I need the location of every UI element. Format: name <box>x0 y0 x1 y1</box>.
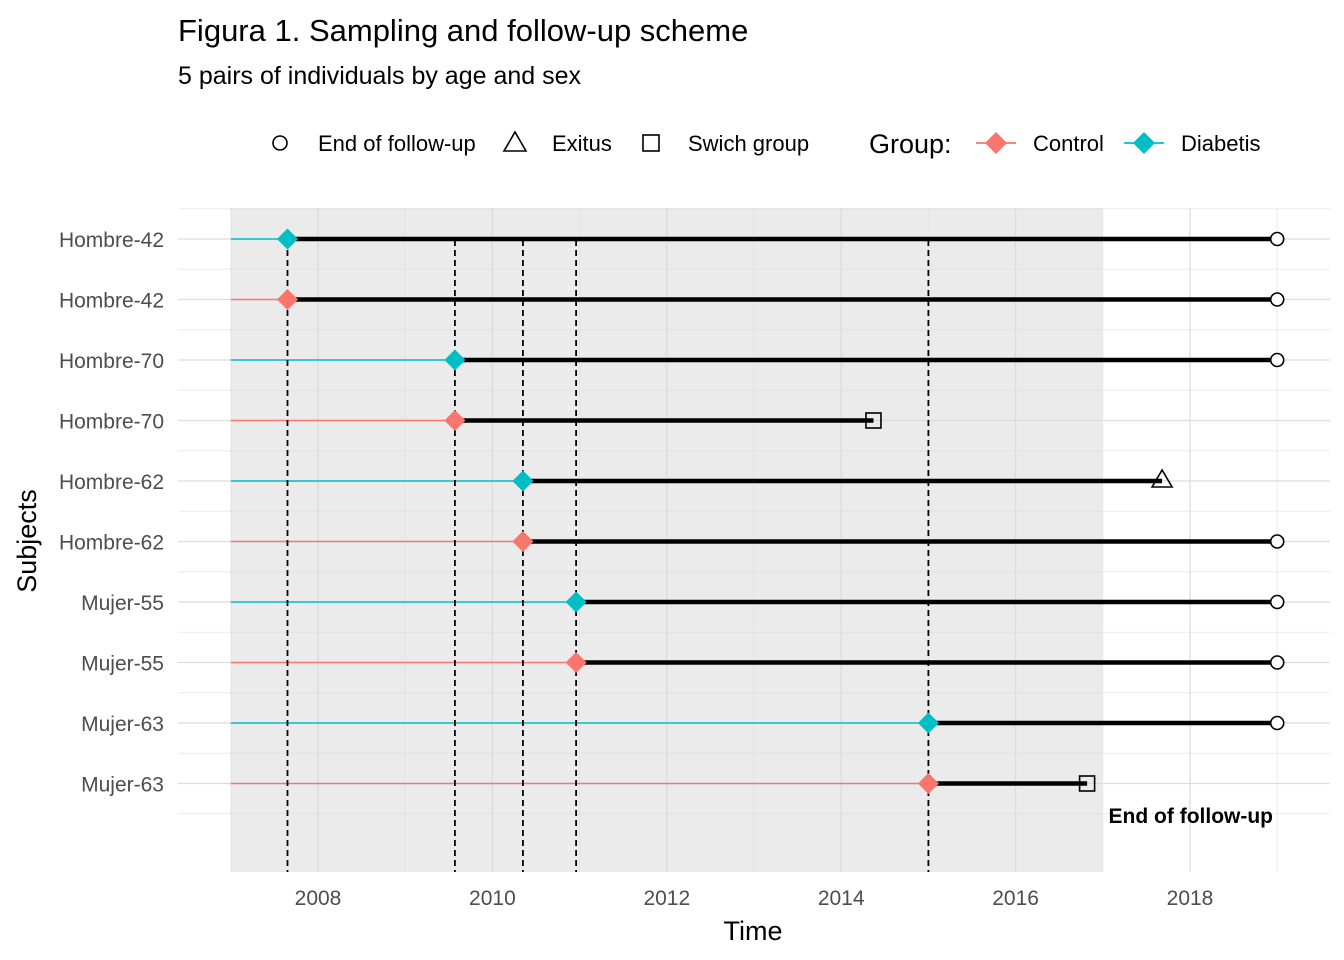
y-tick-label: Hombre-42 <box>59 229 164 252</box>
legend-group-title: Group: <box>869 129 952 159</box>
chart-subtitle: 5 pairs of individuals by age and sex <box>178 62 582 90</box>
chart-title: Figura 1. Sampling and follow-up scheme <box>178 13 748 48</box>
enroll-point <box>565 652 587 673</box>
x-tick-label: 2016 <box>992 887 1039 910</box>
enroll-point <box>512 470 534 492</box>
end-of-follow-up-point <box>1269 594 1285 610</box>
exitus-point <box>1150 468 1174 488</box>
enroll-point <box>276 289 298 310</box>
legend-label-swich-group: Swich group <box>688 131 809 156</box>
enroll-point <box>444 410 466 431</box>
legend-label-diabetis: Diabetis <box>1181 131 1260 156</box>
y-tick-label: Hombre-70 <box>59 411 164 434</box>
enroll-point <box>444 349 466 371</box>
legend-label-control: Control <box>1033 131 1104 156</box>
x-tick-label: 2014 <box>818 887 865 910</box>
legend-control-diamond-icon <box>985 132 1007 154</box>
y-axis-title: Subjects <box>12 489 42 593</box>
y-tick-label: Hombre-62 <box>59 532 164 555</box>
y-tick-label: Mujer-55 <box>81 653 164 676</box>
switch-group-point <box>865 412 882 429</box>
end-of-follow-up-point <box>1269 292 1285 307</box>
y-tick-label: Mujer-63 <box>81 774 164 797</box>
legend-label-end-of-follow-up: End of follow-up <box>318 131 476 156</box>
legend-label-exitus: Exitus <box>552 131 612 156</box>
x-tick-label: 2018 <box>1167 887 1214 910</box>
legend: End of follow-up Exitus Swich group Grou… <box>272 129 1260 159</box>
x-tick-label: 2012 <box>643 887 690 910</box>
legend-square-icon <box>642 134 660 152</box>
x-axis-title: Time <box>724 916 783 946</box>
enroll-point <box>565 591 587 613</box>
end-of-follow-up-annotation: End of follow-up <box>1109 805 1273 828</box>
switch-group-point <box>1078 775 1096 792</box>
enroll-point <box>276 228 298 250</box>
y-tick-label: Hombre-70 <box>59 350 164 373</box>
plot-panel: Hombre-42 Hombre-42 Hombre-70 Hombre-70 Homb… <box>59 208 1330 910</box>
y-tick-label: Hombre-62 <box>59 471 164 494</box>
y-tick-label: Hombre-42 <box>59 290 164 313</box>
x-tick-label: 2008 <box>295 887 342 910</box>
enroll-point <box>917 773 939 794</box>
end-of-follow-up-point <box>1269 655 1285 670</box>
end-of-follow-up-point <box>1269 231 1285 247</box>
y-tick-label: Mujer-63 <box>81 713 164 736</box>
end-of-follow-up-point <box>1269 534 1285 549</box>
y-tick-label: Mujer-55 <box>81 592 164 615</box>
enroll-point <box>512 531 534 552</box>
legend-circle-icon <box>272 135 288 151</box>
end-of-follow-up-point <box>1269 352 1285 368</box>
end-of-follow-up-point <box>1269 715 1285 731</box>
x-tick-label: 2010 <box>469 887 516 910</box>
legend-diabetis-diamond-icon <box>1133 132 1155 154</box>
legend-triangle-icon <box>502 130 528 152</box>
enroll-point <box>917 712 939 734</box>
